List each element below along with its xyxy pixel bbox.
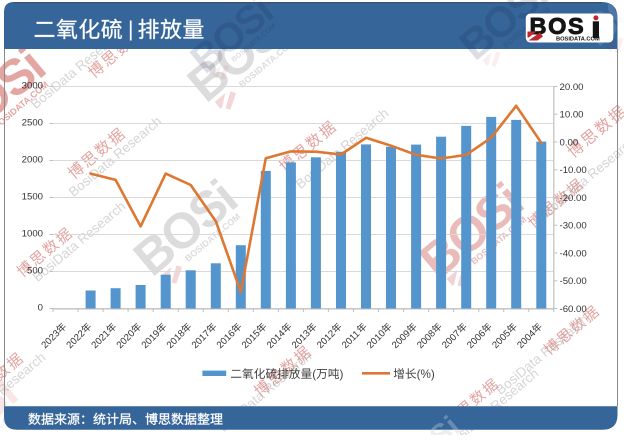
svg-text:0.00: 0.00 [560, 137, 579, 148]
svg-text:-10.00: -10.00 [560, 165, 587, 176]
svg-text:2000: 2000 [22, 155, 43, 166]
svg-text:-60.00: -60.00 [560, 304, 587, 315]
svg-text:): ) [340, 368, 344, 381]
svg-text:BOSIDATA.COM: BOSIDATA.COM [556, 36, 600, 42]
svg-text:(: ( [312, 368, 316, 381]
svg-text:20.00: 20.00 [560, 82, 584, 93]
svg-text:(%): (%) [417, 368, 435, 381]
svg-text:-50.00: -50.00 [560, 276, 587, 287]
svg-text:-40.00: -40.00 [560, 248, 587, 259]
svg-text:10.00: 10.00 [560, 110, 584, 121]
svg-text:3000: 3000 [22, 81, 43, 92]
svg-text:1000: 1000 [22, 229, 43, 240]
svg-text:|: | [128, 18, 133, 41]
svg-text:-30.00: -30.00 [560, 221, 587, 232]
svg-text:1500: 1500 [22, 192, 43, 203]
svg-text:0: 0 [38, 303, 43, 314]
svg-text:-20.00: -20.00 [560, 193, 587, 204]
svg-text:500: 500 [27, 266, 43, 277]
svg-text:2500: 2500 [22, 118, 43, 129]
